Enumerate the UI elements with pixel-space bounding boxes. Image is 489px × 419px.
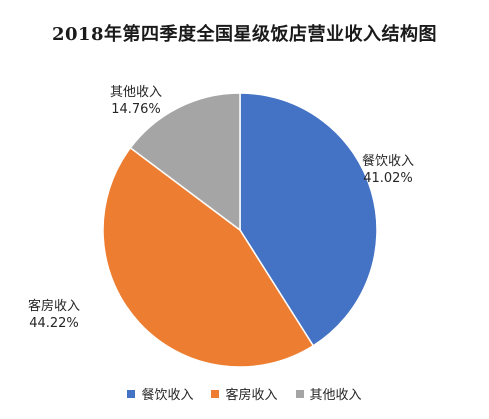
legend-item-rooms: 客房收入 xyxy=(211,384,278,403)
legend-label-rooms: 客房收入 xyxy=(225,388,278,403)
legend: 餐饮收入 客房收入 其他收入 xyxy=(0,384,489,403)
pie-slice-other xyxy=(129,92,241,232)
slice-label-value-dining: 41.02% xyxy=(363,171,413,186)
slice-label-value-rooms: 44.22% xyxy=(29,316,79,331)
legend-swatch-dining xyxy=(127,389,136,398)
pie-slice-rooms xyxy=(102,146,315,368)
legend-label-other: 其他收入 xyxy=(309,388,362,403)
slice-label-value-other: 14.76% xyxy=(111,102,161,117)
legend-item-dining: 餐饮收入 xyxy=(127,384,193,403)
legend-swatch-rooms xyxy=(211,389,220,398)
legend-swatch-other xyxy=(295,389,304,398)
legend-item-other: 其他收入 xyxy=(295,384,362,403)
legend-label-dining: 餐饮收入 xyxy=(141,388,194,403)
pie-slice-dining xyxy=(239,92,378,347)
chart-title: 2018年第四季度全国星级饭店营业收入结构图 xyxy=(51,24,438,45)
slice-label-name-dining: 餐饮收入 xyxy=(362,153,414,169)
slice-label-name-rooms: 客房收入 xyxy=(28,298,80,314)
slice-label-name-other: 其他收入 xyxy=(110,85,162,100)
